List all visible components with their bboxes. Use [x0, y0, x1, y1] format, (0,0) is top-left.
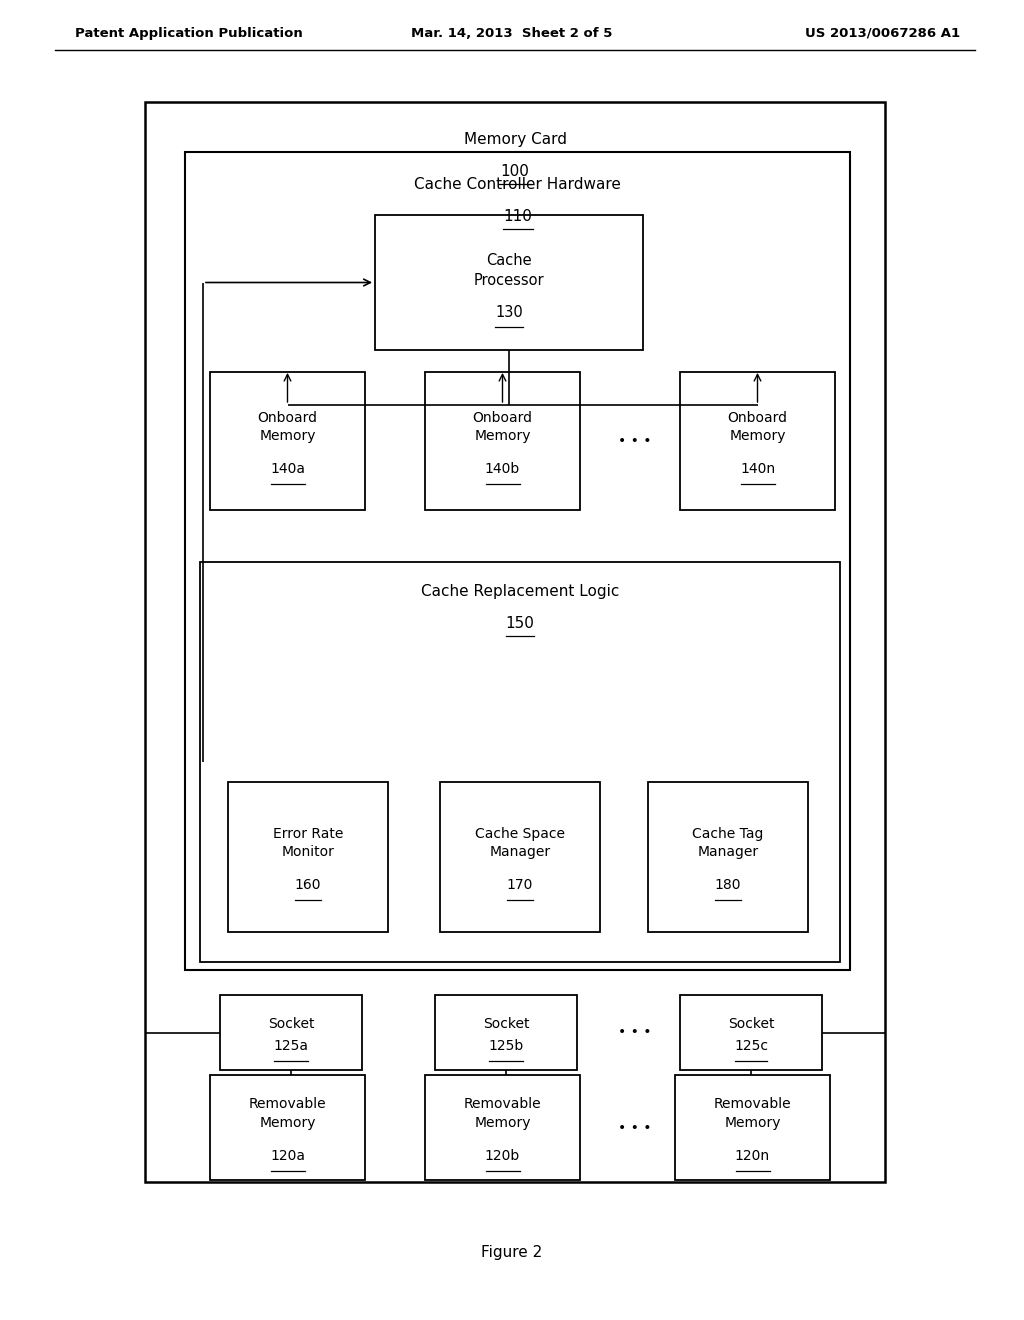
Text: 120n: 120n — [735, 1148, 770, 1163]
Bar — [210, 1074, 365, 1180]
Bar — [375, 215, 643, 350]
Text: Cache Replacement Logic: Cache Replacement Logic — [421, 583, 620, 599]
Bar — [185, 152, 850, 970]
Bar — [648, 781, 808, 932]
Text: Mar. 14, 2013  Sheet 2 of 5: Mar. 14, 2013 Sheet 2 of 5 — [412, 26, 612, 40]
Text: Onboard
Memory: Onboard Memory — [257, 411, 317, 444]
Bar — [680, 995, 822, 1071]
Bar — [210, 372, 365, 510]
Text: Cache Controller Hardware: Cache Controller Hardware — [414, 177, 621, 191]
Bar — [680, 372, 835, 510]
Text: Socket: Socket — [482, 1018, 529, 1031]
Text: 130: 130 — [496, 305, 523, 319]
Text: 125b: 125b — [488, 1040, 523, 1053]
Text: Removable
Memory: Removable Memory — [249, 1097, 327, 1130]
Text: • • •: • • • — [618, 1121, 651, 1134]
Text: Error Rate
Monitor: Error Rate Monitor — [272, 826, 343, 859]
Bar — [435, 995, 577, 1071]
Text: Patent Application Publication: Patent Application Publication — [75, 26, 303, 40]
Text: • • •: • • • — [618, 434, 651, 447]
Bar — [228, 781, 388, 932]
Bar — [440, 781, 600, 932]
Text: Removable
Memory: Removable Memory — [714, 1097, 792, 1130]
Text: 180: 180 — [715, 878, 741, 892]
Text: Cache Tag
Manager: Cache Tag Manager — [692, 826, 764, 859]
Text: 140a: 140a — [270, 462, 305, 477]
Text: 100: 100 — [501, 164, 529, 180]
Text: Socket: Socket — [728, 1018, 774, 1031]
Text: Figure 2: Figure 2 — [481, 1245, 543, 1259]
Text: 140n: 140n — [740, 462, 775, 477]
Text: 140b: 140b — [485, 462, 520, 477]
Text: 120a: 120a — [270, 1148, 305, 1163]
Text: Onboard
Memory: Onboard Memory — [727, 411, 787, 444]
Text: 125c: 125c — [734, 1040, 768, 1053]
Text: 125a: 125a — [273, 1040, 308, 1053]
Text: 150: 150 — [506, 616, 535, 631]
Bar — [425, 372, 580, 510]
Text: Onboard
Memory: Onboard Memory — [472, 411, 532, 444]
Text: 120b: 120b — [485, 1148, 520, 1163]
Bar — [675, 1074, 830, 1180]
Text: 170: 170 — [507, 878, 534, 892]
Text: 160: 160 — [295, 878, 322, 892]
Text: 110: 110 — [503, 209, 531, 224]
Bar — [200, 562, 840, 962]
Text: Memory Card: Memory Card — [464, 132, 566, 147]
Text: Socket: Socket — [267, 1018, 314, 1031]
Bar — [220, 995, 362, 1071]
Bar — [425, 1074, 580, 1180]
Text: Removable
Memory: Removable Memory — [464, 1097, 542, 1130]
Text: Cache Space
Manager: Cache Space Manager — [475, 826, 565, 859]
Text: • • •: • • • — [618, 1026, 651, 1040]
Text: Cache
Processor: Cache Processor — [474, 253, 545, 288]
Text: US 2013/0067286 A1: US 2013/0067286 A1 — [805, 26, 961, 40]
Bar — [145, 102, 885, 1181]
